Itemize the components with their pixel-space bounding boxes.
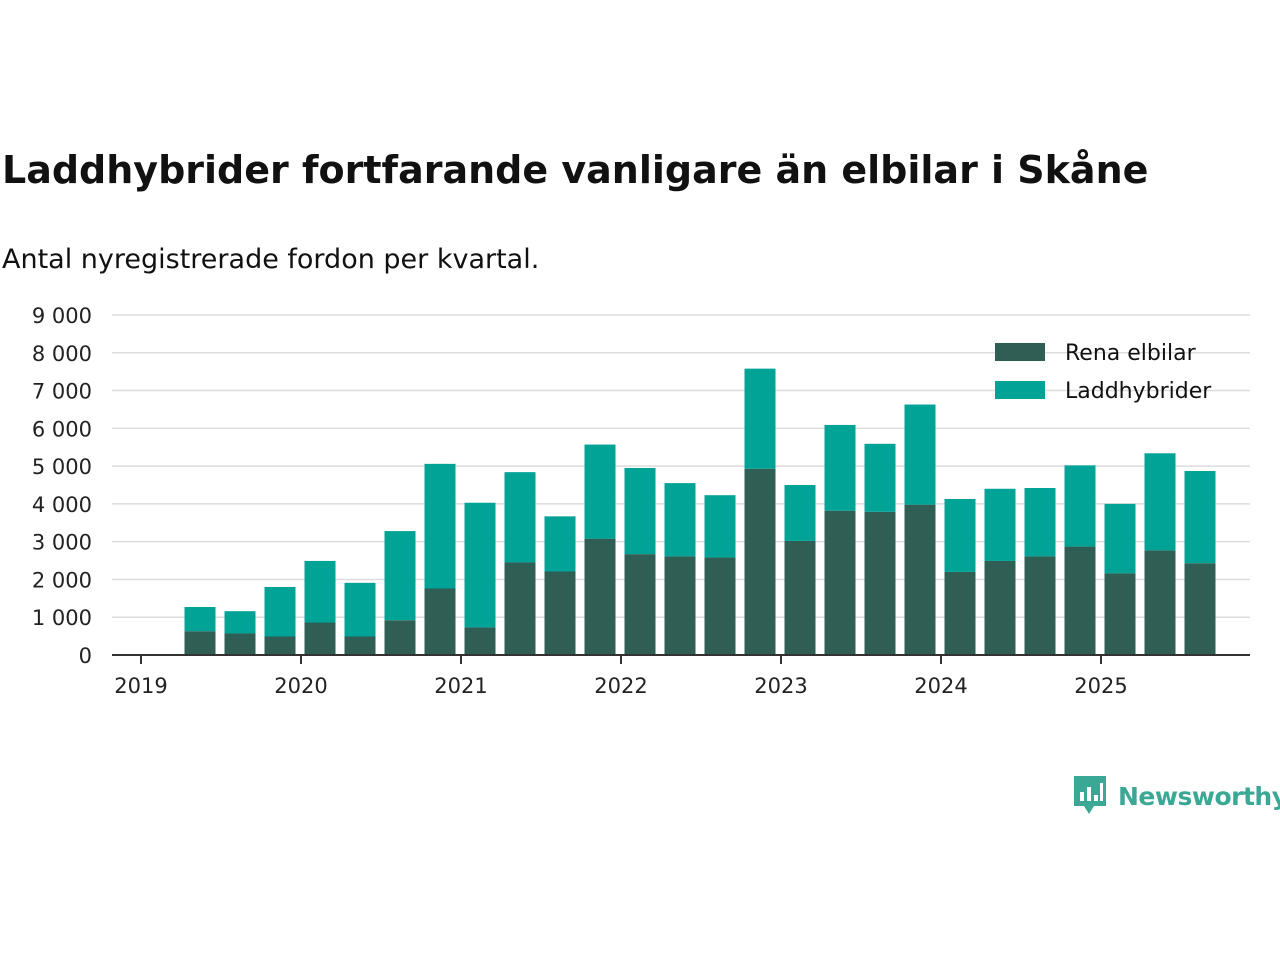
bar-rena-elbilar xyxy=(304,622,336,655)
y-tick-label: 6 000 xyxy=(32,417,92,441)
axes: 2019 2020 2021 2022 2023 2024 2025 xyxy=(112,654,1250,698)
newsworthy-logo-icon xyxy=(1074,776,1106,814)
bar-laddhybrider xyxy=(464,502,496,628)
bar-laddhybrider xyxy=(864,443,896,512)
bar-laddhybrider xyxy=(224,611,256,634)
x-tick-label: 2021 xyxy=(434,674,487,698)
bar-laddhybrider xyxy=(1064,465,1096,547)
bar-laddhybrider xyxy=(744,368,776,469)
x-tick-label: 2020 xyxy=(274,674,327,698)
bar-rena-elbilar xyxy=(1104,573,1136,655)
y-tick-label: 9 000 xyxy=(32,304,92,328)
bar-laddhybrider xyxy=(1144,453,1176,551)
legend-label-rena-elbilar: Rena elbilar xyxy=(1065,341,1197,366)
bar-rena-elbilar xyxy=(544,571,576,655)
y-tick-label: 7 000 xyxy=(32,380,92,404)
bar-rena-elbilar xyxy=(424,588,456,655)
legend-label-laddhybrider: Laddhybrider xyxy=(1065,379,1212,404)
bar-laddhybrider xyxy=(504,472,536,563)
bar-rena-elbilar xyxy=(1064,546,1096,655)
bar-laddhybrider xyxy=(704,495,736,558)
y-tick-label: 2 000 xyxy=(32,568,92,592)
bar-laddhybrider xyxy=(1024,488,1056,557)
bar-laddhybrider xyxy=(304,560,336,623)
bar-laddhybrider xyxy=(664,483,696,557)
bar-laddhybrider xyxy=(784,485,816,541)
bar-rena-elbilar xyxy=(784,540,816,655)
chart-title: Laddhybrider fortfarande vanligare än el… xyxy=(2,148,1149,192)
bar-laddhybrider xyxy=(544,516,576,572)
bar-laddhybrider xyxy=(944,498,976,572)
legend-swatch-laddhybrider xyxy=(995,381,1045,399)
x-tick-label: 2023 xyxy=(754,674,807,698)
x-tick-label: 2022 xyxy=(594,674,647,698)
y-tick-label: 5 000 xyxy=(32,455,92,479)
bar-rena-elbilar xyxy=(1184,563,1216,655)
bar-rena-elbilar xyxy=(344,636,376,655)
chart-subtitle: Antal nyregistrerade fordon per kvartal. xyxy=(2,244,540,275)
bar-rena-elbilar xyxy=(264,636,296,655)
bar-laddhybrider xyxy=(184,607,216,632)
bar-rena-elbilar xyxy=(744,468,776,655)
newsworthy-brand-name: Newsworthy xyxy=(1118,781,1280,811)
bar-rena-elbilar xyxy=(824,510,856,655)
y-tick-label: 8 000 xyxy=(32,342,92,366)
bar-laddhybrider xyxy=(344,582,376,637)
bar-rena-elbilar xyxy=(184,631,216,655)
bar-laddhybrider xyxy=(904,404,936,505)
bar-laddhybrider xyxy=(1104,503,1136,574)
bar-laddhybrider xyxy=(264,587,296,637)
bar-laddhybrider xyxy=(1184,471,1216,564)
y-tick-label: 0 xyxy=(79,644,92,668)
legend: Rena elbilar Laddhybrider xyxy=(995,341,1212,404)
bar-laddhybrider xyxy=(624,468,656,555)
bar-laddhybrider xyxy=(424,463,456,589)
bar-rena-elbilar xyxy=(984,560,1016,655)
bars xyxy=(184,368,1216,655)
bar-rena-elbilar xyxy=(624,554,656,655)
y-tick-label: 4 000 xyxy=(32,493,92,517)
bar-rena-elbilar xyxy=(904,504,936,655)
bar-rena-elbilar xyxy=(584,538,616,655)
bar-laddhybrider xyxy=(384,531,416,621)
bar-rena-elbilar xyxy=(864,511,896,655)
x-tick-label: 2025 xyxy=(1074,674,1127,698)
bar-laddhybrider xyxy=(984,488,1016,561)
bar-rena-elbilar xyxy=(464,627,496,655)
y-tick-label: 1 000 xyxy=(32,606,92,630)
bar-rena-elbilar xyxy=(1024,556,1056,655)
bar-rena-elbilar xyxy=(664,556,696,655)
bar-rena-elbilar xyxy=(504,562,536,655)
bar-rena-elbilar xyxy=(1144,550,1176,655)
bar-rena-elbilar xyxy=(224,633,256,655)
newsworthy-logo: Newsworthy xyxy=(1072,774,1280,818)
bar-rena-elbilar xyxy=(944,571,976,655)
x-tick-label: 2019 xyxy=(114,674,167,698)
bar-rena-elbilar xyxy=(704,557,736,655)
x-tick-label: 2024 xyxy=(914,674,967,698)
legend-swatch-rena-elbilar xyxy=(995,343,1045,361)
stacked-bar-chart: 0 1 000 2 000 3 000 4 000 5 000 6 000 7 000 8 00… xyxy=(32,304,1250,698)
bar-rena-elbilar xyxy=(384,620,416,655)
y-tick-label: 3 000 xyxy=(32,531,92,555)
bar-laddhybrider xyxy=(584,444,616,539)
bar-laddhybrider xyxy=(824,424,856,511)
